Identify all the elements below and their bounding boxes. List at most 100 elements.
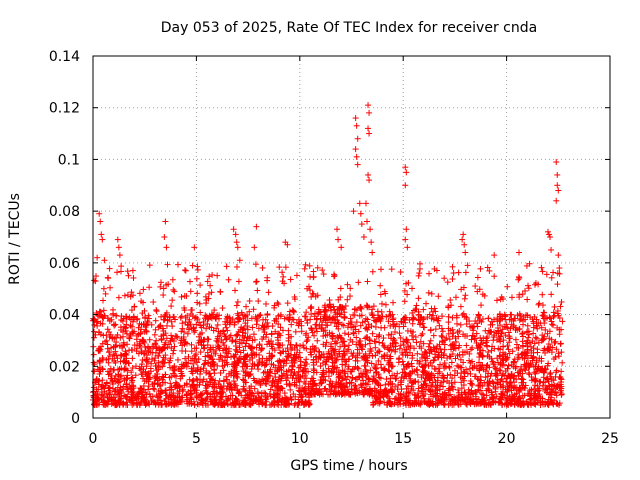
data-point	[105, 371, 112, 378]
data-point	[247, 401, 254, 408]
data-point	[162, 352, 169, 359]
data-point	[176, 365, 183, 372]
data-point	[337, 343, 344, 350]
data-point	[146, 336, 153, 343]
data-point	[472, 373, 479, 380]
data-point	[450, 386, 457, 393]
y-tick-label: 0.1	[58, 152, 80, 168]
data-point	[469, 332, 476, 339]
data-point	[143, 363, 150, 370]
data-point	[500, 337, 507, 344]
data-point	[341, 330, 348, 337]
data-point	[217, 352, 224, 359]
data-point	[320, 341, 327, 348]
data-point	[344, 373, 351, 380]
data-point	[445, 319, 452, 326]
data-point	[515, 373, 522, 380]
data-point	[353, 319, 360, 326]
data-point	[220, 347, 227, 354]
data-point	[204, 342, 211, 349]
data-point	[398, 379, 405, 386]
data-point	[351, 382, 358, 389]
data-point	[559, 359, 566, 366]
data-point	[151, 380, 158, 387]
data-point	[559, 318, 566, 325]
data-point	[193, 359, 200, 366]
data-point	[436, 322, 443, 329]
data-point	[388, 386, 395, 393]
data-point	[322, 327, 329, 334]
data-point	[182, 355, 189, 362]
data-point	[235, 328, 242, 335]
data-point	[368, 323, 375, 330]
data-point	[159, 325, 166, 332]
data-point	[316, 322, 323, 329]
data-point	[389, 389, 396, 396]
data-point	[150, 385, 157, 392]
data-point	[230, 378, 237, 385]
data-point	[401, 346, 408, 353]
data-point	[387, 361, 394, 368]
data-point	[466, 357, 473, 364]
data-point	[432, 326, 439, 333]
data-point	[275, 321, 282, 328]
data-point	[399, 369, 406, 376]
data-point	[333, 378, 340, 385]
data-point	[466, 350, 473, 357]
data-point	[312, 321, 319, 328]
data-point	[470, 327, 477, 334]
data-point	[545, 341, 552, 348]
data-point	[551, 397, 558, 404]
data-point	[326, 353, 333, 360]
data-point	[373, 395, 380, 402]
data-point	[546, 314, 553, 321]
data-point	[367, 348, 374, 355]
data-point	[480, 391, 487, 398]
data-point	[129, 323, 136, 330]
data-point	[447, 371, 454, 378]
data-point	[441, 360, 448, 367]
data-point	[151, 386, 158, 393]
data-point	[477, 347, 484, 354]
data-point	[291, 402, 298, 409]
data-point	[458, 379, 465, 386]
data-point	[104, 345, 111, 352]
data-point	[387, 311, 394, 318]
data-point	[185, 353, 192, 360]
data-point	[385, 331, 392, 338]
data-point	[454, 352, 461, 359]
data-point	[176, 383, 183, 390]
data-point	[446, 364, 453, 371]
data-point	[430, 332, 437, 339]
data-point	[511, 391, 518, 398]
data-point	[483, 392, 490, 399]
data-point	[552, 338, 559, 345]
y-tick-label: 0.08	[49, 204, 80, 220]
data-point	[449, 351, 456, 358]
data-point	[250, 331, 257, 338]
data-point	[111, 335, 118, 342]
data-point	[473, 330, 480, 337]
data-point	[384, 352, 391, 359]
data-point	[493, 372, 500, 379]
data-point	[124, 367, 131, 374]
data-point	[323, 358, 330, 365]
data-point	[382, 381, 389, 388]
data-point	[490, 337, 497, 344]
data-point	[223, 373, 230, 380]
data-point	[475, 343, 482, 350]
data-point	[392, 383, 399, 390]
data-point	[396, 330, 403, 337]
data-point	[152, 355, 159, 362]
data-point	[372, 344, 379, 351]
data-point	[532, 377, 539, 384]
data-point	[345, 331, 352, 338]
data-point	[117, 351, 124, 358]
data-point	[551, 339, 558, 346]
data-point	[553, 369, 560, 376]
data-point	[476, 359, 483, 366]
data-point	[532, 370, 539, 377]
data-point	[159, 373, 166, 380]
data-point	[139, 371, 146, 378]
